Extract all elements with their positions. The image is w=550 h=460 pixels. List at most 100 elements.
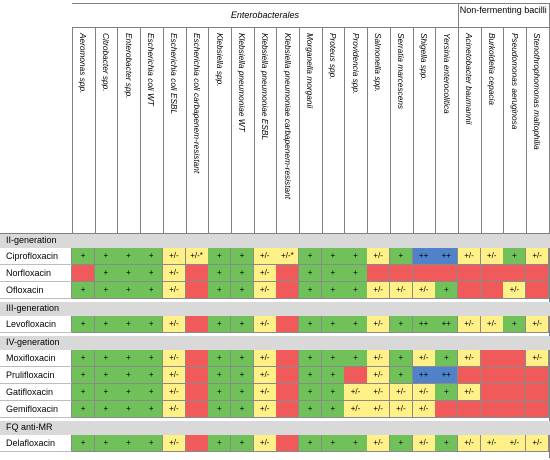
matrix-cell	[276, 265, 300, 282]
column-separator	[162, 27, 164, 233]
matrix-cell: +/-	[367, 248, 391, 265]
matrix-cell: +/-	[253, 435, 277, 452]
matrix-cell: +	[230, 435, 255, 452]
column-header: Pseudomonas aeruginosa	[509, 33, 520, 130]
matrix-cell: +/-	[253, 367, 277, 384]
matrix-cell	[457, 401, 482, 418]
column-separator	[117, 27, 119, 233]
column-separator	[140, 27, 142, 233]
matrix-cell: +	[72, 384, 96, 401]
matrix-cell: +	[389, 316, 413, 333]
matrix-cell: +	[435, 435, 459, 452]
matrix-cell: +	[503, 248, 527, 265]
matrix-cell: +	[230, 265, 255, 282]
matrix-cell: +	[117, 350, 141, 367]
column-separator	[435, 27, 437, 233]
matrix-cell: +	[389, 248, 413, 265]
matrix-cell: +	[321, 384, 345, 401]
matrix-cell: +	[117, 401, 141, 418]
matrix-cell: +	[503, 316, 527, 333]
column-separator	[230, 27, 232, 233]
matrix-cell: +	[94, 282, 118, 299]
matrix-cell: +	[94, 248, 118, 265]
matrix-cell: +	[140, 248, 164, 265]
matrix-cell	[276, 367, 300, 384]
drug-name: Ofloxacin	[0, 282, 72, 299]
matrix-cell: +	[299, 316, 323, 333]
matrix-cell: +	[230, 350, 255, 367]
column-header: Citrobacter spp.	[101, 33, 112, 92]
matrix-cell: +	[299, 350, 323, 367]
matrix-cell	[72, 265, 96, 282]
column-header: Serratia marcescens	[396, 33, 407, 110]
matrix-cell: +	[299, 248, 323, 265]
matrix-cell: +/-	[162, 435, 186, 452]
matrix-cell: +	[117, 384, 141, 401]
column-separator	[185, 27, 187, 233]
matrix-cell	[526, 401, 550, 418]
matrix-cell: +/-	[253, 401, 277, 418]
matrix-cell: +	[321, 265, 345, 282]
column-header: Escherichia coli carbapenem-resistant	[191, 33, 202, 174]
section-header: III-generation	[0, 302, 550, 316]
matrix-cell: +/-	[526, 316, 550, 333]
matrix-cell: +/-	[253, 316, 277, 333]
column-separator	[344, 27, 346, 233]
matrix-cell: +	[230, 282, 255, 299]
matrix-cell: +	[72, 367, 96, 384]
matrix-cell: +	[389, 350, 413, 367]
matrix-cell: +	[72, 282, 96, 299]
matrix-cell	[276, 435, 300, 452]
matrix-cell: ++	[412, 316, 436, 333]
matrix-cell: +/-	[162, 350, 186, 367]
matrix-cell: +/-	[253, 350, 277, 367]
column-separator	[457, 27, 459, 233]
matrix-cell: +	[94, 265, 118, 282]
matrix-cell: +	[208, 265, 232, 282]
matrix-cell: +/-	[457, 248, 482, 265]
matrix-cell: +	[344, 265, 368, 282]
matrix-cell: +	[389, 367, 413, 384]
drug-name: Ciprofloxacin	[0, 248, 72, 265]
matrix-cell: +/-	[162, 401, 186, 418]
matrix-cell: +	[140, 435, 164, 452]
column-separator	[72, 27, 73, 233]
column-header: Shigella spp.	[418, 33, 429, 81]
header-top-border	[72, 3, 549, 4]
column-separator	[321, 27, 323, 233]
column-header: Salmonella spp.	[373, 33, 384, 93]
column-separator	[526, 27, 527, 233]
matrix-cell: +	[321, 248, 345, 265]
matrix-cell	[185, 282, 209, 299]
matrix-cell: +	[117, 248, 141, 265]
matrix-cell: +/-*	[185, 248, 209, 265]
matrix-cell: +/-*	[276, 248, 300, 265]
matrix-cell	[185, 265, 209, 282]
matrix-cell: ++	[435, 367, 459, 384]
matrix-cell	[503, 384, 527, 401]
column-header: Stenothrophomonas maltophilia	[532, 33, 543, 150]
column-separator-last	[548, 3, 550, 458]
drug-name: Gatifloxacin	[0, 384, 72, 401]
column-header: Providencia spp.	[350, 33, 361, 95]
matrix-cell: +/-	[412, 384, 436, 401]
matrix-cell: +	[230, 401, 255, 418]
matrix-cell: +	[140, 350, 164, 367]
matrix-cell: +	[299, 282, 323, 299]
matrix-cell: +/-	[344, 384, 368, 401]
matrix-cell	[503, 367, 527, 384]
matrix-cell: +/-	[480, 248, 504, 265]
matrix-cell: ++	[412, 248, 436, 265]
matrix-cell: +	[321, 350, 345, 367]
matrix-cell	[276, 282, 300, 299]
matrix-cell	[344, 367, 368, 384]
matrix-cell	[457, 367, 482, 384]
matrix-cell: +/-	[162, 367, 186, 384]
matrix-cell: +	[344, 248, 368, 265]
matrix-cell: +/-	[162, 384, 186, 401]
matrix-cell: +/-	[162, 265, 186, 282]
matrix-cell: +	[94, 367, 118, 384]
matrix-cell: +/-	[162, 248, 186, 265]
matrix-cell: +	[72, 350, 96, 367]
